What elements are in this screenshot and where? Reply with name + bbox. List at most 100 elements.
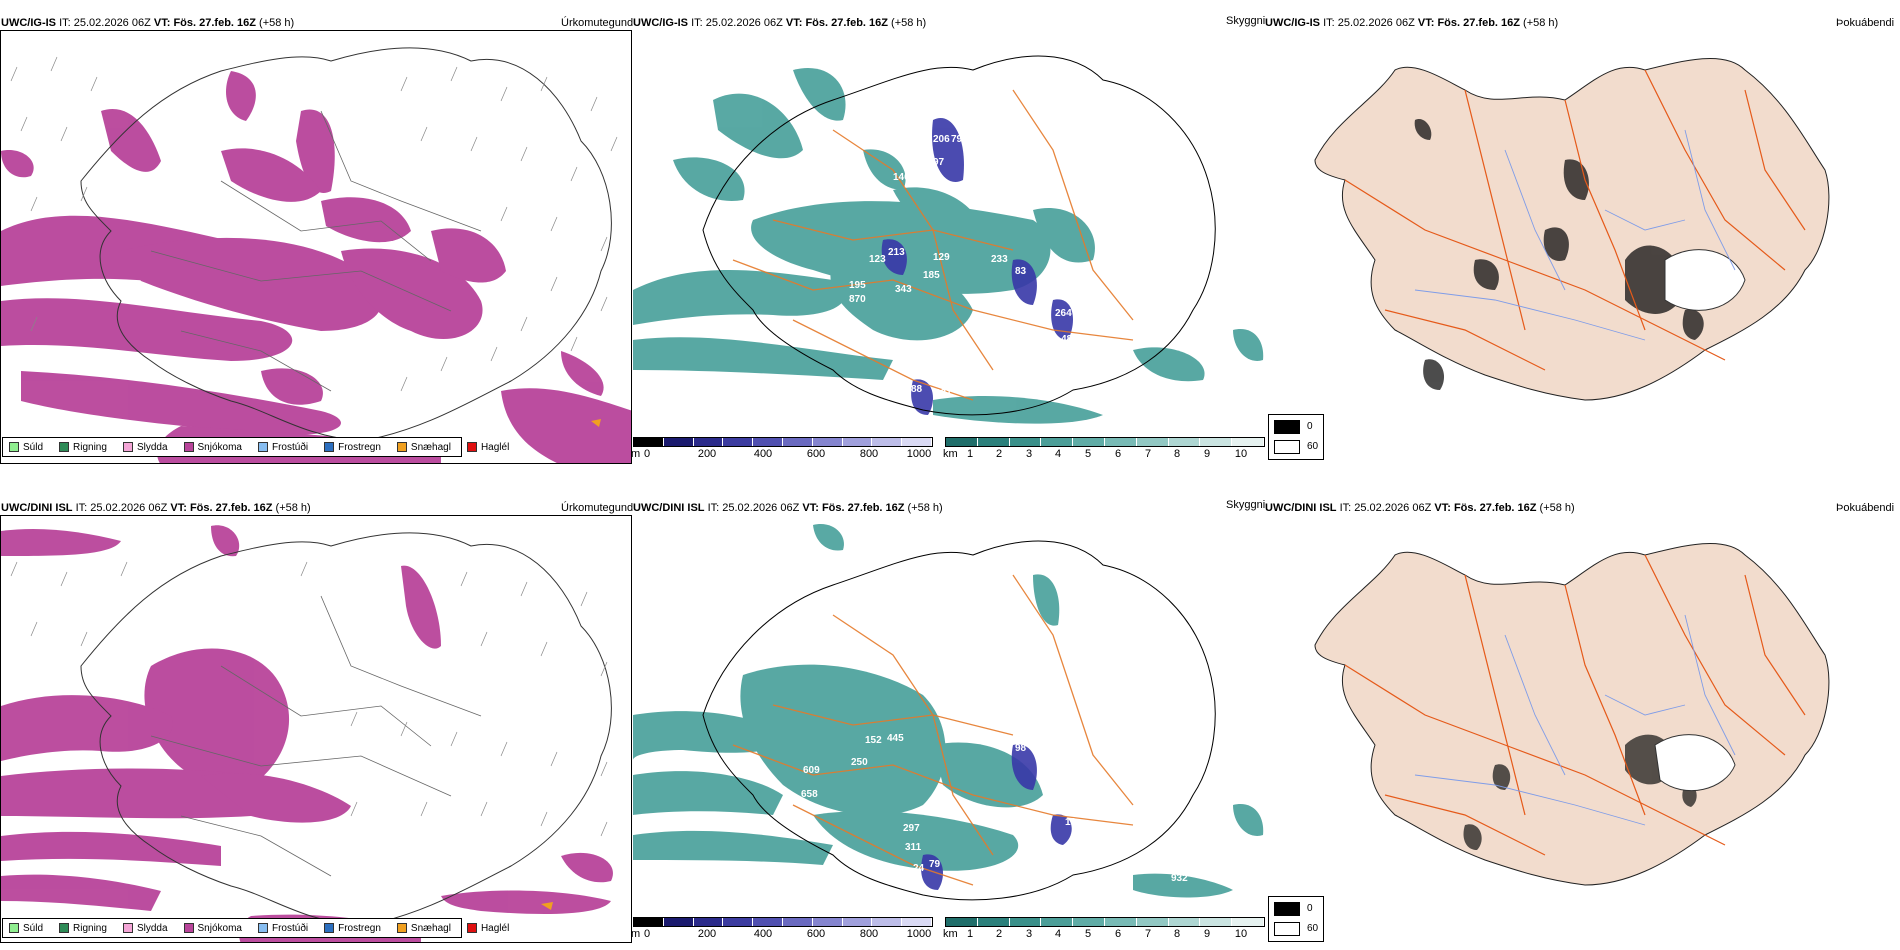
ceiling-label: 121	[935, 388, 952, 399]
model-name: UWC/DINI ISL	[1265, 502, 1337, 514]
legend-swatch	[324, 923, 335, 933]
ceiling-label: 83	[1015, 266, 1027, 277]
ceiling-unit: m	[631, 448, 641, 460]
ceiling-label: 79	[951, 134, 963, 145]
vis-tick: 10	[1234, 448, 1248, 460]
vis-unit: km	[943, 928, 958, 940]
wind-barbs	[10, 56, 618, 392]
init-time: 25.02.2026 06Z	[90, 502, 168, 514]
vis-unit: km	[943, 448, 958, 460]
header-vis-row1: UWC/IG-IS IT: 25.02.2026 06Z VT: Fös. 27…	[633, 16, 926, 30]
ceiling-colorbar-row2: m 0 200 400 600 800 1000	[631, 917, 933, 941]
legend-item-rigning: Rigning	[59, 923, 107, 934]
lead-time: (+58 h)	[891, 17, 927, 29]
fog-map-svg	[1314, 543, 1830, 886]
legend-item-snaehagl: Snæhagl	[396, 442, 451, 453]
vis-tick: 8	[1173, 448, 1181, 460]
ceiling-label: 24	[913, 863, 925, 874]
vis-tick: 1	[966, 448, 974, 460]
legend-item-rigning: Rigning	[59, 442, 107, 453]
init-label: IT:	[691, 17, 703, 29]
vis-tick: 7	[1144, 448, 1152, 460]
ceiling-label: 330	[1011, 308, 1028, 319]
ceiling-tick: 400	[753, 928, 773, 940]
title-visibility-row1: Skyggni	[1226, 15, 1266, 27]
model-name: UWC/DINI ISL	[1, 502, 73, 514]
legend-swatch	[466, 923, 477, 933]
precip-type-map-row2	[0, 515, 632, 943]
init-time: 25.02.2026 06Z	[705, 17, 783, 29]
lead-time: (+58 h)	[907, 502, 943, 514]
title-precip-type-row2: Úrkomutegund	[561, 502, 634, 514]
ceiling-label: 343	[895, 284, 912, 295]
precip-type-legend-row2: Súld Rigning Slydda Snjókoma Frostúði Fr…	[2, 918, 509, 938]
ceiling-labels: 152 445 250 609 658 98 10 297 311 79 24 …	[801, 733, 1188, 884]
legend-swatch	[324, 442, 335, 452]
legend-swatch	[396, 442, 407, 452]
ceiling-colorbar-row1: m 0 200 400 600 800 1000	[631, 437, 933, 461]
ceiling-label: 609	[803, 765, 820, 776]
precip-map-svg	[1, 525, 613, 942]
ceiling-label: 152	[865, 735, 882, 746]
ceiling-labels: 206 79 97 46 228 213 123 129 195 870 343…	[849, 134, 1073, 399]
legend-swatch	[9, 442, 19, 452]
valid-label: VT:	[785, 17, 803, 29]
ceiling-label: 185	[923, 270, 940, 281]
model-name: UWC/IG-IS	[633, 17, 688, 29]
vis-tick: 8	[1173, 928, 1181, 940]
fog-map-row1	[1265, 30, 1900, 435]
ceiling-label: 233	[991, 254, 1008, 265]
ceiling-tick: 0	[643, 928, 651, 940]
vis-tick: 3	[1025, 448, 1033, 460]
ceiling-label: 73	[911, 362, 923, 373]
legend-item-haglel: Haglél	[466, 442, 509, 453]
visibility-map-row1: 206 79 97 46 228 213 123 129 195 870 343…	[633, 30, 1265, 435]
ceiling-label: 658	[801, 789, 818, 800]
ceiling-label: 250	[851, 757, 868, 768]
fog-legend-high-swatch	[1274, 922, 1300, 936]
ceiling-label: 932	[1171, 873, 1188, 884]
legend-item-snaehagl: Snæhagl	[396, 923, 451, 934]
valid-time: Fös. 27.feb. 16Z	[1437, 17, 1520, 29]
legend-item-sudl: Súld	[9, 923, 43, 934]
ceiling-label: 264	[1055, 308, 1072, 319]
init-label: IT:	[707, 502, 720, 514]
fog-legend-low: 0	[1307, 903, 1313, 914]
legend-item-slydda: Slydda	[122, 923, 168, 934]
visibility-map-row2: 152 445 250 609 658 98 10 297 311 79 24 …	[633, 515, 1265, 915]
model-name: UWC/DINI ISL	[633, 502, 705, 514]
ceiling-tick: 1000	[906, 448, 932, 460]
ceiling-label: 46	[891, 147, 903, 158]
header-precip-row1: UWC/IG-IS IT: 25.02.2026 06Z VT: Fös. 27…	[1, 16, 294, 30]
ceiling-label: 48	[1061, 334, 1073, 345]
legend-swatch	[183, 442, 194, 452]
valid-label: VT:	[1417, 17, 1435, 29]
precip-type-map-row1	[0, 30, 632, 464]
legend-swatch	[9, 923, 19, 933]
valid-label: VT:	[153, 17, 171, 29]
fog-legend-high: 60	[1307, 923, 1319, 934]
vis-tick: 4	[1054, 928, 1062, 940]
visibility-colorbar-swatches	[945, 917, 1265, 927]
ceiling-tick: 600	[806, 928, 826, 940]
legend-item-sudl: Súld	[9, 442, 43, 453]
ceiling-label: 870	[849, 294, 866, 305]
legend-item-slydda: Slydda	[122, 442, 168, 453]
ceiling-label: 129	[933, 252, 950, 263]
init-time: 25.02.2026 06Z	[1354, 502, 1432, 514]
fog-legend-row1: 0 60	[1268, 414, 1324, 460]
vis-tick: 6	[1114, 448, 1122, 460]
visibility-colorbar-row1: km 1 2 3 4 5 6 7 8 9 10	[943, 437, 1265, 461]
valid-time: Fös. 27.feb. 16Z	[189, 502, 273, 514]
ceiling-label: 98	[1015, 743, 1027, 754]
vis-tick: 10	[1234, 928, 1248, 940]
legend-item-snjokoma: Snjókoma	[183, 442, 242, 453]
init-label: IT:	[59, 17, 71, 29]
valid-time: Fös. 27.feb. 16Z	[173, 17, 256, 29]
ceiling-label: 206	[933, 134, 950, 145]
ceiling-label: 761	[931, 348, 948, 359]
lead-time: (+58 h)	[275, 502, 311, 514]
legend-swatch	[257, 442, 268, 452]
ceiling-label: 97	[933, 157, 945, 168]
ceiling-unit: m	[631, 928, 641, 940]
